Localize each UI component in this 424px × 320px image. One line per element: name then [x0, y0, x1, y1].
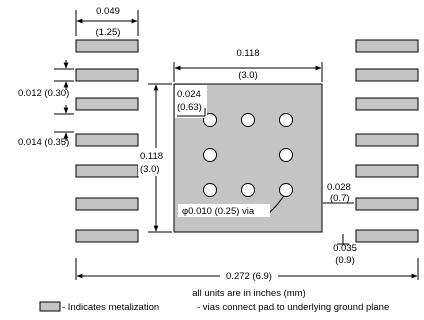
body-width-inches: 0.118: [236, 48, 259, 59]
legend-metalization: - Indicates metalization: [62, 302, 159, 313]
pad: [75, 39, 139, 53]
via: [279, 113, 293, 127]
legend-vias: - vias connect pad to underlying ground …: [197, 302, 389, 313]
right-pad-row: [355, 39, 419, 243]
via: [241, 183, 255, 197]
via: [241, 113, 255, 127]
body-width-mm: (3.0): [238, 70, 258, 81]
pad: [75, 164, 139, 178]
pad: [75, 68, 139, 82]
dim-via-diameter: [267, 195, 285, 215]
edge-gap-mm: (0.7): [330, 193, 350, 204]
body-height-inches: 0.118: [140, 151, 163, 162]
left-pad-row: [75, 39, 139, 243]
pad: [355, 133, 419, 147]
via-diameter-label: φ0.010 (0.25) via: [182, 206, 255, 217]
pad: [355, 39, 419, 53]
via-offset-inches: 0.024: [177, 89, 201, 100]
pad-width-inches: 0.049: [96, 6, 120, 17]
via-grid: [203, 113, 293, 197]
via: [203, 148, 217, 162]
pad: [355, 68, 419, 82]
units-note: all units are in inches (mm): [192, 288, 306, 299]
via-offset-mm: (0.63): [177, 102, 202, 113]
pad: [75, 97, 139, 111]
via: [203, 183, 217, 197]
via: [279, 183, 293, 197]
pad: [355, 164, 419, 178]
pad: [75, 229, 139, 243]
pad: [75, 197, 139, 211]
pad-overhang-mm: (0.9): [335, 255, 355, 266]
via: [279, 148, 293, 162]
body-height-mm: (3.0): [140, 164, 160, 175]
pad: [355, 229, 419, 243]
dim-pad-pitch: [54, 60, 74, 90]
pad: [355, 97, 419, 111]
pad-pitch-label: 0.012 (0.30): [18, 88, 69, 99]
edge-gap-inches: 0.028: [327, 182, 351, 193]
pad-width-mm: (1.25): [96, 27, 121, 38]
legend-metal-swatch: [39, 301, 61, 312]
dim-via-offset: [177, 108, 206, 117]
dim-pad-gap: [54, 105, 74, 141]
pad: [75, 133, 139, 147]
dim-body-width: [173, 62, 323, 82]
pad-overhang-inches: 0.035: [333, 243, 357, 254]
pad: [355, 197, 419, 211]
pad-gap-label: 0.014 (0.35): [18, 137, 69, 148]
overall-width-label: 0.272 (6.9): [226, 271, 272, 282]
dim-pad-overhang: [337, 234, 349, 245]
dim-pad-width: [75, 10, 139, 36]
